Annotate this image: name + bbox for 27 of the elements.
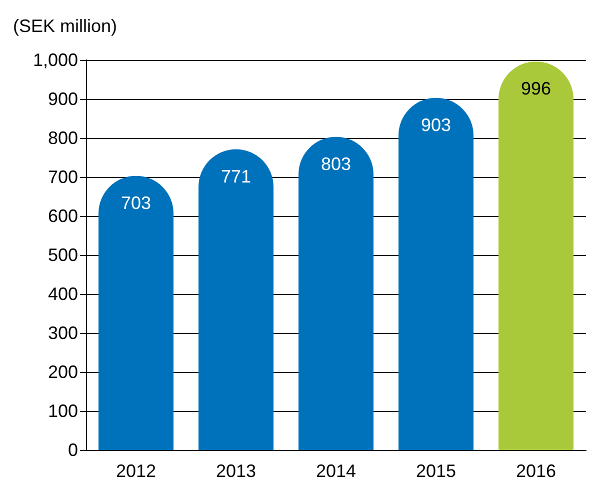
y-tick-label: 800 [48,128,78,148]
data-label: 903 [420,114,452,135]
x-tick-label: 2012 [116,461,156,481]
x-tick-label: 2016 [516,461,556,481]
y-tick-label: 300 [48,323,78,343]
bar [298,136,374,450]
x-tick-label: 2013 [216,461,256,481]
y-tick-label: 1,000 [32,50,78,70]
data-label: 703 [120,192,152,213]
x-tick-label: 2014 [316,461,356,481]
y-tick-label: 200 [48,362,78,382]
y-tick-label: 400 [48,284,78,304]
y-tick-label: 0 [68,440,78,460]
data-label: 771 [220,166,252,186]
data-label: 996 [520,78,552,99]
data-label: 803 [320,154,352,174]
bar [198,149,274,450]
x-tick-label: 2015 [416,461,456,481]
y-axis-title: (SEK million) [13,16,118,36]
bar [398,98,474,450]
y-tick-label: 900 [48,89,78,109]
y-tick-label: 600 [48,206,78,226]
y-tick-label: 100 [48,401,78,421]
bar [498,62,574,450]
y-tick-label: 700 [48,167,78,187]
y-tick-label: 500 [48,245,78,265]
bar [98,176,174,450]
